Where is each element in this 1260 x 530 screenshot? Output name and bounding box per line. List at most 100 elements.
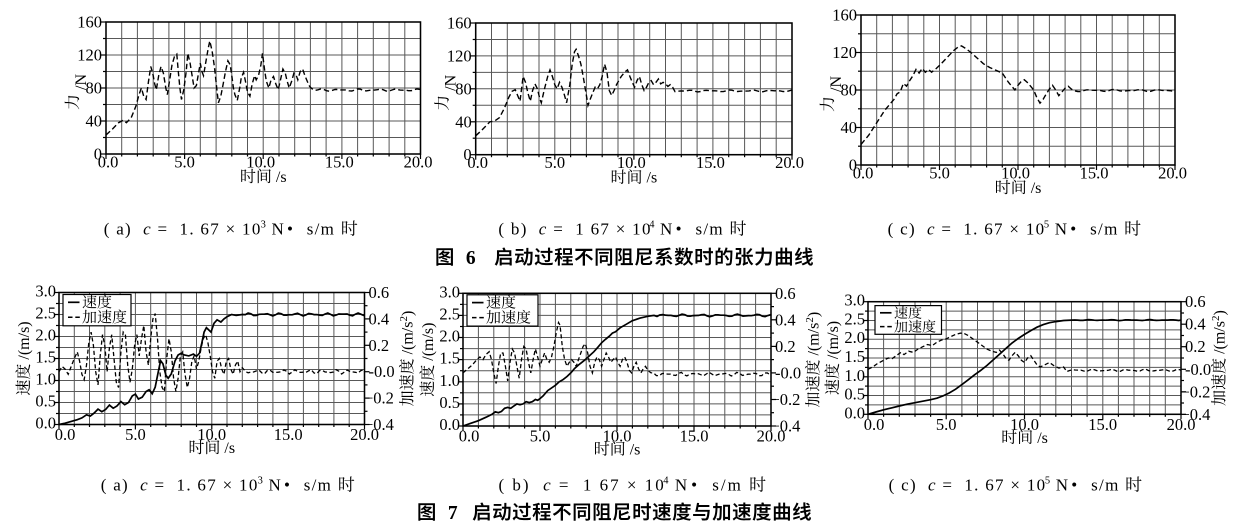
- svg-text:5.0: 5.0: [929, 164, 950, 183]
- svg-text:40: 40: [841, 118, 858, 137]
- svg-text:0.0: 0.0: [439, 415, 460, 434]
- svg-text:1.0: 1.0: [439, 371, 460, 390]
- svg-text:N: N: [655, 220, 674, 239]
- svg-text:0.2: 0.2: [369, 336, 390, 355]
- svg-text:160: 160: [77, 13, 102, 32]
- svg-text:160: 160: [832, 6, 857, 25]
- svg-text:/N: /N: [828, 76, 845, 96]
- svg-text:2: 2: [1210, 316, 1222, 322]
- svg-text:40: 40: [86, 112, 103, 131]
- svg-text:s/m: s/m: [298, 476, 338, 495]
- svg-text:20.0: 20.0: [1158, 164, 1187, 183]
- svg-text:0: 0: [849, 156, 857, 175]
- svg-text:2.0: 2.0: [35, 326, 56, 345]
- svg-text:•: •: [676, 220, 683, 239]
- svg-text:0.6: 0.6: [775, 284, 796, 303]
- svg-text:2: 2: [804, 317, 816, 323]
- svg-text:/N: /N: [73, 74, 90, 94]
- svg-text:/s: /s: [626, 442, 641, 459]
- svg-text:−0.4: −0.4: [771, 417, 801, 436]
- svg-text:0.5: 0.5: [439, 393, 460, 412]
- svg-text:N: N: [1049, 220, 1068, 239]
- svg-text:1.5: 1.5: [439, 349, 460, 368]
- svg-text:0.0: 0.0: [864, 415, 885, 434]
- svg-text:3: 3: [258, 475, 263, 486]
- svg-text:): ): [806, 312, 823, 317]
- svg-text:/(m/s: /(m/s: [806, 323, 823, 360]
- svg-text:120: 120: [447, 46, 472, 65]
- svg-text:•: •: [287, 220, 294, 239]
- svg-text:/s: /s: [220, 440, 235, 457]
- svg-text:0.6: 0.6: [1185, 292, 1206, 311]
- svg-text:0.0: 0.0: [844, 403, 865, 422]
- svg-text:−0.2: −0.2: [771, 390, 801, 409]
- svg-text:15.0: 15.0: [325, 153, 354, 172]
- svg-text:-0.0: -0.0: [1185, 360, 1211, 379]
- svg-text:80: 80: [455, 79, 472, 98]
- svg-text:−0.4: −0.4: [1181, 405, 1211, 424]
- svg-text:( a): ( a): [104, 220, 143, 239]
- svg-text:/(m/s: /(m/s: [1212, 321, 1229, 358]
- svg-text:/s: /s: [1027, 180, 1042, 197]
- svg-text:5: 5: [1045, 475, 1050, 486]
- svg-text:0: 0: [94, 145, 102, 164]
- svg-text:N: N: [266, 220, 285, 239]
- svg-text:10.0: 10.0: [197, 425, 226, 444]
- svg-text:1.5: 1.5: [35, 348, 56, 367]
- svg-text:( b): ( b): [498, 220, 538, 239]
- svg-text:0.4: 0.4: [369, 309, 390, 328]
- svg-text:= 1. 67 × 10: = 1. 67 × 10: [152, 220, 262, 239]
- svg-text:c: c: [927, 220, 936, 239]
- svg-text:160: 160: [447, 14, 472, 33]
- svg-text:s/m: s/m: [706, 476, 749, 495]
- svg-text:/s: /s: [272, 169, 287, 186]
- svg-text:2: 2: [398, 316, 410, 322]
- svg-text:4: 4: [663, 475, 669, 486]
- svg-text:0.0: 0.0: [35, 414, 56, 433]
- svg-text:−0.2: −0.2: [1181, 382, 1211, 401]
- svg-text:s/m: s/m: [690, 220, 730, 239]
- svg-text:0.0: 0.0: [459, 427, 480, 446]
- svg-text:2.5: 2.5: [35, 304, 56, 323]
- svg-text:•: •: [284, 476, 291, 495]
- svg-text:= 1 67 × 10: = 1 67 × 10: [553, 476, 666, 495]
- svg-text:0.2: 0.2: [1185, 337, 1206, 356]
- svg-text:2.5: 2.5: [439, 304, 460, 323]
- svg-text:N: N: [1050, 476, 1069, 495]
- svg-text:= 1 67 × 10: = 1 67 × 10: [548, 220, 652, 239]
- svg-text:•: •: [1071, 476, 1078, 495]
- svg-text:1.5: 1.5: [844, 347, 865, 366]
- svg-text:5.0: 5.0: [530, 427, 551, 446]
- svg-text:•: •: [1070, 220, 1077, 239]
- svg-text:3.0: 3.0: [35, 282, 56, 301]
- svg-text:15.0: 15.0: [696, 153, 725, 172]
- svg-text:0.0: 0.0: [467, 153, 488, 172]
- svg-text:c: c: [143, 220, 152, 239]
- svg-text:3.0: 3.0: [439, 282, 460, 301]
- svg-text:80: 80: [841, 81, 858, 100]
- svg-text:2.0: 2.0: [844, 328, 865, 347]
- svg-text:( c): ( c): [888, 220, 927, 239]
- svg-text:6: 6: [466, 248, 476, 269]
- svg-text:20.0: 20.0: [1167, 415, 1196, 434]
- svg-text:1.0: 1.0: [844, 366, 865, 385]
- svg-text:1.0: 1.0: [35, 370, 56, 389]
- svg-text:c: c: [543, 476, 553, 495]
- svg-text:0.0: 0.0: [853, 164, 874, 183]
- svg-text:-0.0: -0.0: [775, 363, 801, 382]
- svg-text:N: N: [263, 476, 282, 495]
- svg-text:10.0: 10.0: [603, 427, 632, 446]
- svg-text:−0.2: −0.2: [364, 389, 394, 408]
- svg-text:20.0: 20.0: [404, 153, 433, 172]
- svg-text:= 1. 67 × 10: = 1. 67 × 10: [936, 220, 1046, 239]
- svg-text:/(m/s): /(m/s): [16, 321, 33, 363]
- svg-text:20.0: 20.0: [350, 425, 379, 444]
- svg-text:0: 0: [463, 145, 471, 164]
- svg-text:= 1. 67 × 10: = 1. 67 × 10: [937, 476, 1047, 495]
- svg-text:0.2: 0.2: [775, 337, 796, 356]
- svg-text:c: c: [140, 476, 149, 495]
- svg-text:0.5: 0.5: [35, 392, 56, 411]
- svg-text:10.0: 10.0: [246, 153, 275, 172]
- svg-text:/(m/s: /(m/s: [400, 322, 417, 359]
- svg-text:2.0: 2.0: [439, 327, 460, 346]
